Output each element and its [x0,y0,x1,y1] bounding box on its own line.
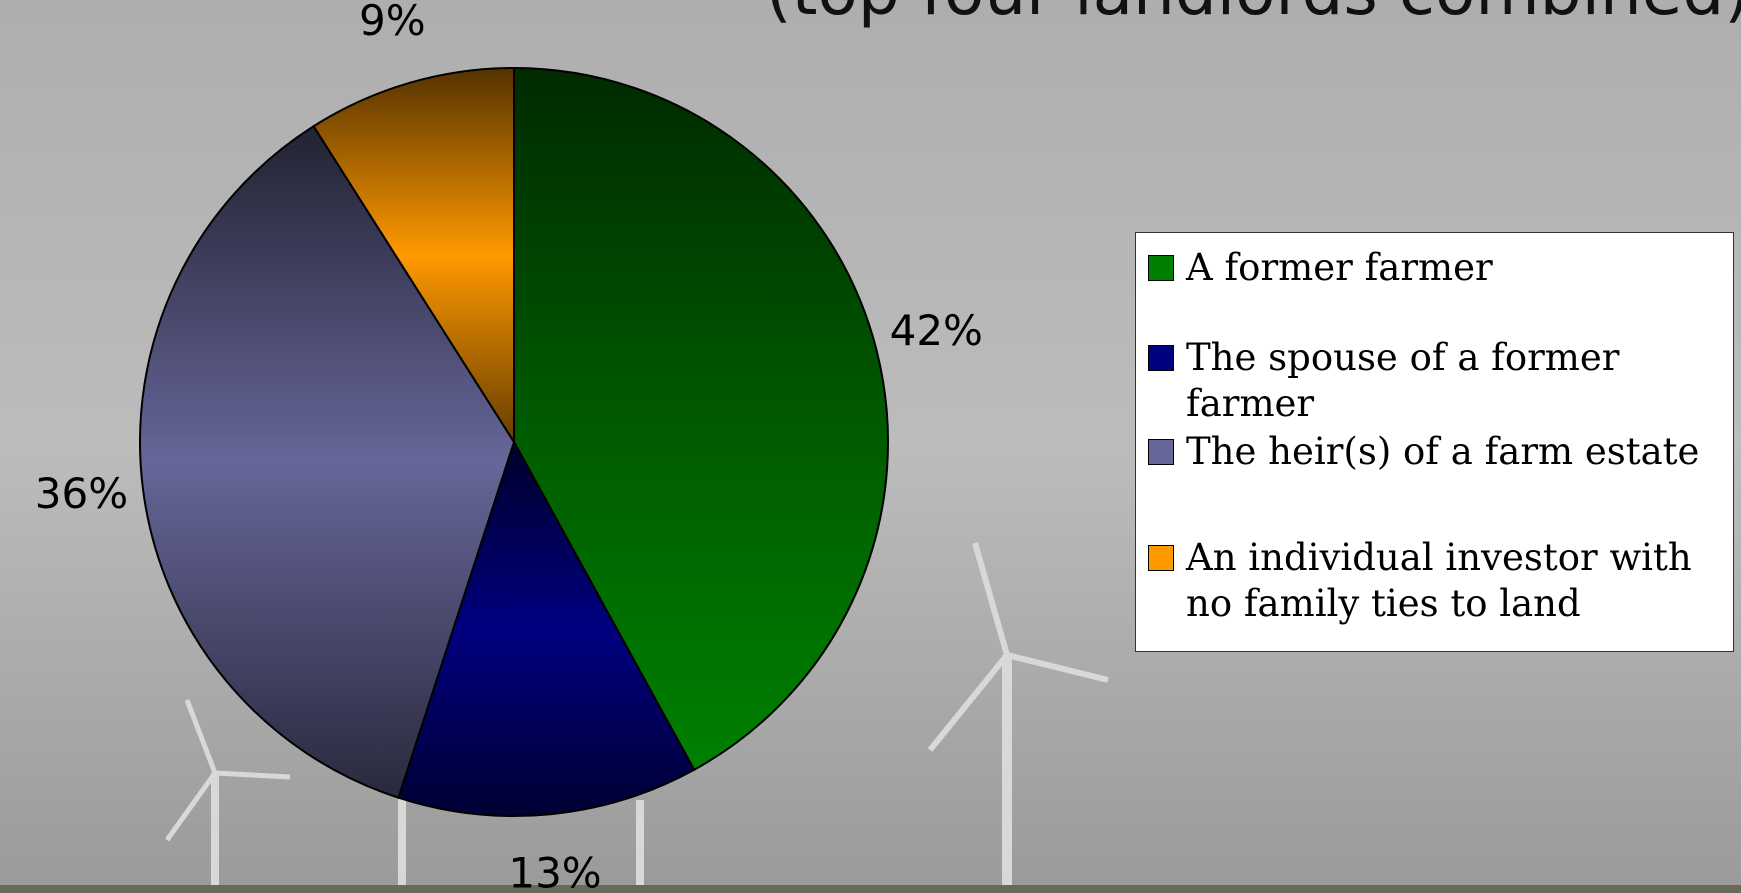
pie-slice [513,66,889,772]
legend-swatch [1148,255,1174,281]
pie-slice [397,439,696,817]
legend-label: An individual investor with no family ti… [1186,536,1692,625]
pie-slice [139,124,516,799]
wind-turbines [0,542,1741,893]
legend: A former farmer The spouse of a former fa… [1135,232,1734,652]
legend-entry: The heir(s) of a farm estate [1148,429,1728,475]
legend-swatch [1148,545,1174,571]
data-label: 13% [508,849,601,893]
legend-label: The heir(s) of a farm estate [1186,430,1700,473]
legend-entry: The spouse of a former farmer [1148,335,1728,427]
legend-swatch [1148,439,1174,465]
data-label: 36% [35,469,128,518]
legend-label: The spouse of a former farmer [1186,336,1620,425]
legend-swatch [1148,345,1174,371]
pie [139,66,889,817]
data-label: 42% [890,306,983,355]
data-label: 9% [359,0,426,45]
legend-entry: A former farmer [1148,245,1728,291]
chart-title: (top four landlords combined) [766,0,1741,30]
legend-label: A former farmer [1186,246,1493,289]
pie-slice [312,66,515,446]
legend-entry: An individual investor with no family ti… [1148,535,1728,627]
